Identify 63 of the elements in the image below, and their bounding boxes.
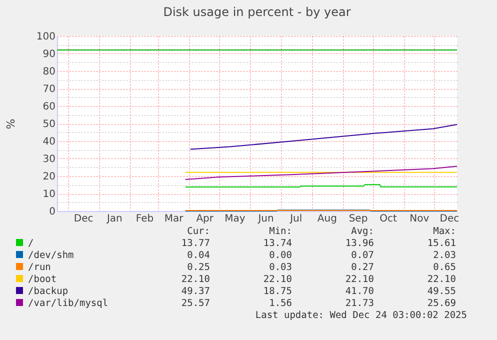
y-tick-label: 10 xyxy=(42,189,56,200)
y-tick-label: 80 xyxy=(42,66,56,78)
x-tick-label: Jun xyxy=(257,214,274,224)
text: 13.77 xyxy=(180,238,210,250)
x-tick-label: Sep xyxy=(348,214,368,224)
text: 0.65 xyxy=(432,262,456,274)
text: 0.00 xyxy=(268,250,292,262)
y-tick-label: 60 xyxy=(42,102,56,112)
x-tick-label: Feb xyxy=(136,214,154,224)
text: Avg: xyxy=(350,226,374,238)
y-tick-label: 0 xyxy=(49,206,56,218)
legend-label: /var/lib/mysql xyxy=(27,298,110,310)
text: Cur: xyxy=(186,226,210,238)
text: 2.03 xyxy=(432,250,456,262)
y-tick-label: 20 xyxy=(42,172,56,182)
legend-label: /run xyxy=(27,262,52,274)
text: 41.70 xyxy=(344,286,374,298)
text: 0.07 xyxy=(350,250,374,262)
legend-label: /backup xyxy=(27,286,70,298)
x-tick-label: Mar xyxy=(164,214,184,224)
y-tick-label: 100 xyxy=(36,32,56,42)
text: 0.04 xyxy=(186,250,210,262)
text: 22.10 xyxy=(180,274,210,286)
text: Min: xyxy=(268,226,292,238)
text: 13.74 xyxy=(262,238,292,250)
chart-title: Disk usage in percent - by year xyxy=(163,5,351,19)
text: 21.73 xyxy=(344,298,374,310)
legend-label: / xyxy=(27,238,35,250)
legend-label: /boot xyxy=(27,274,58,286)
text: 1.56 xyxy=(268,298,292,310)
y-tick-label: 50 xyxy=(42,119,56,130)
x-tick-label: Jan xyxy=(106,214,122,224)
y-tick-label: 90 xyxy=(42,49,56,60)
text: 25.69 xyxy=(426,298,456,310)
text: 15.61 xyxy=(426,238,456,250)
x-tick-label: Jul xyxy=(289,214,302,224)
x-tick-label: Nov xyxy=(410,214,430,224)
text: 22.10 xyxy=(344,274,374,286)
text: 49.37 xyxy=(180,286,210,298)
x-tick-label: Apr xyxy=(196,214,214,224)
text: Max: xyxy=(432,226,456,238)
x-tick-label: Dec xyxy=(440,214,460,224)
text: 0.27 xyxy=(350,262,374,274)
x-tick-label: May xyxy=(224,214,246,224)
line-series xyxy=(184,166,458,180)
y-tick-label: 30 xyxy=(42,154,56,165)
y-tick-label: 70 xyxy=(42,84,56,95)
legend-label: /dev/shm xyxy=(27,250,75,262)
x-tick-label: Oct xyxy=(380,214,398,224)
y-axis-title: % xyxy=(4,118,18,130)
text: 0.25 xyxy=(186,262,210,274)
text: 0.03 xyxy=(268,262,292,274)
text: 18.75 xyxy=(262,286,292,298)
text: 25.57 xyxy=(180,298,210,310)
text: 49.55 xyxy=(426,286,456,298)
text: 13.96 xyxy=(344,238,374,250)
text: 22.10 xyxy=(426,274,456,286)
text: 22.10 xyxy=(262,274,292,286)
line-series xyxy=(190,124,458,150)
y-tick-label: 40 xyxy=(42,136,56,148)
text: Last update: Wed Dec 24 03:00:02 2025 xyxy=(255,310,467,321)
x-tick-label: Aug xyxy=(317,214,337,224)
x-tick-label: Dec xyxy=(74,214,94,224)
